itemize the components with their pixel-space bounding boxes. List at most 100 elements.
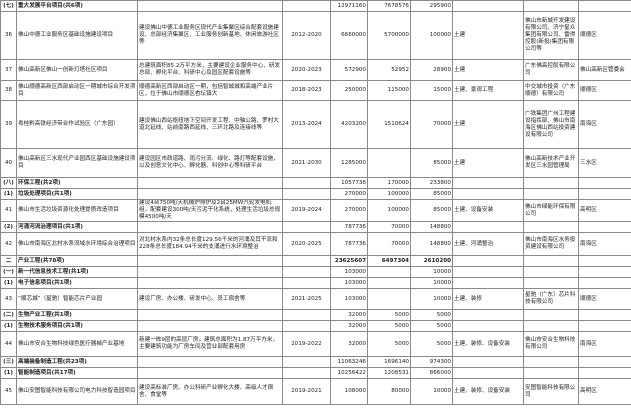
row-number-cell: 43 [0, 288, 17, 310]
table-row: 40 佛山高新区三水现代产业园西区基础设施建设项目 建设园区市政道路、雨污分流、绿化… [0, 148, 631, 178]
row-number-cell: (三) [0, 356, 17, 368]
construction-progress-cell [452, 188, 524, 200]
row-number-cell: 38 [0, 80, 17, 101]
construction-period-cell: 2013-2024 [282, 100, 331, 149]
responsible-unit-cell [523, 266, 579, 278]
section-row: 二产业工程(共78项) 23625607 6497304 2610200 [0, 255, 631, 267]
planned-investment-cell: 974300 [410, 356, 453, 368]
project-content-cell: 建设4台750吨/天机械炉排炉及2台25MW汽轮发电机组，配套建设300吨/天污… [137, 199, 283, 222]
responsible-unit-cell [523, 188, 579, 200]
completed-investment-cell [367, 266, 411, 278]
completed-investment-cell: 5700000 [367, 11, 411, 60]
construction-period-cell [282, 309, 331, 321]
construction-progress-cell: 土建 [452, 148, 524, 178]
construction-progress-cell [452, 221, 524, 233]
construction-progress-cell: 土建、装修、设备安装 [452, 331, 524, 357]
construction-progress-cell [452, 356, 524, 368]
location-cell: 南海区 [578, 232, 631, 256]
completed-investment-cell [367, 288, 411, 310]
total-investment-cell: 103000 [330, 266, 368, 278]
location-cell [578, 221, 631, 233]
planned-investment-cell: 10000 [410, 378, 453, 405]
planned-investment-cell: 10000 [410, 277, 453, 289]
responsible-unit-cell: 佛山市新城开发建设有限公司、济宁星众集团有限公司、雷得控股(新投)集团有限公司等 [523, 11, 579, 60]
completed-investment-cell: 7678576 [367, 0, 411, 12]
total-investment-cell: 250000 [330, 80, 368, 101]
row-number-cell: 42 [0, 232, 17, 256]
construction-period-cell: 2021-2025 [282, 288, 331, 310]
completed-investment-cell: 1208531 [367, 367, 411, 379]
project-name-cell: 产业工程(共78项) [16, 255, 138, 267]
total-investment-cell: 12971160 [330, 0, 368, 12]
location-cell [578, 0, 631, 12]
construction-progress-cell [452, 309, 524, 321]
planned-investment-cell: 5000 [410, 320, 453, 332]
construction-progress-cell: 土建 [452, 100, 524, 149]
project-name-cell: 佛山顺德高新区西部启动区一期城市综合开发项目 [16, 80, 138, 101]
section-row: (一) 新一代信息技术工程(共1项) 103000 10000 [0, 266, 631, 278]
total-investment-cell: 108000 [330, 378, 368, 405]
row-number-cell: 40 [0, 148, 17, 178]
responsible-unit-cell [523, 221, 579, 233]
completed-investment-cell: 1510624 [367, 100, 411, 149]
location-cell: 顺德区 [578, 288, 631, 310]
section-row: (1) 智能制造项目(共17项) 10256422 1208531 866000 [0, 367, 631, 379]
row-number-cell: 二 [0, 255, 17, 267]
location-cell: 三水区 [578, 148, 631, 178]
total-investment-cell: 32000 [330, 331, 368, 357]
row-number-cell: (二) [0, 309, 17, 321]
location-cell: 高明区 [578, 378, 631, 405]
project-content-cell [137, 356, 283, 368]
construction-period-cell [282, 266, 331, 278]
completed-investment-cell: 100000 [367, 188, 411, 200]
construction-progress-cell: 土建、设备安装 [452, 199, 524, 222]
project-name-cell: 重大发展平台项目(共6项) [16, 0, 138, 12]
total-investment-cell: 787736 [330, 221, 368, 233]
project-content-cell: 对北村水系内32条总长度129.56千米的河涌及其干流和228条总长度184.9… [137, 232, 283, 256]
construction-period-cell [282, 367, 331, 379]
construction-period-cell: 2020-2023 [282, 59, 331, 81]
project-name-cell: 环保工程(共2项) [16, 177, 138, 189]
construction-period-cell [282, 188, 331, 200]
completed-investment-cell: 5000 [367, 320, 411, 332]
project-name-cell: 生物产业工程(共1项) [16, 309, 138, 321]
completed-investment-cell: 5000 [367, 331, 411, 357]
responsible-unit-cell: 佛山市安合生物科技有限公司 [523, 331, 579, 357]
construction-period-cell: 2020-2025 [282, 232, 331, 256]
location-cell [578, 177, 631, 189]
construction-progress-cell [452, 255, 524, 267]
section-row: (三) 高端装备制造工程(共23项) 11063246 1696140 974300 [0, 356, 631, 368]
section-row: (1) 电子信息项目(共1项) 103000 10000 [0, 277, 631, 289]
location-cell [578, 255, 631, 267]
project-name-cell: 佛山市安合生物科技绿色医疗器械产业基地 [16, 331, 138, 357]
row-number-cell: 37 [0, 59, 17, 81]
location-cell: 佛山高新区管委会 [578, 59, 631, 81]
completed-investment-cell: 5000 [367, 309, 411, 321]
project-content-cell: 新建一栋9层的高层厂房，建筑总面积为1.87万平方米，主要建筑功能为厂房车间及营… [137, 331, 283, 357]
row-number-cell: 41 [0, 199, 17, 222]
table-row: 41 佛山市生活垃圾资源化处理提质改造项目 建设4台750吨/天机械炉排炉及2台25… [0, 199, 631, 222]
project-content-cell [137, 255, 283, 267]
construction-progress-cell [452, 277, 524, 289]
responsible-unit-cell [523, 309, 579, 321]
project-content-cell [137, 309, 283, 321]
responsible-unit-cell [523, 320, 579, 332]
project-content-cell [137, 221, 283, 233]
project-content-cell: 顺德高新区西部启动区一期，包括智城城和高端产业片区，位于佛山市顺德区杏坛镇大 [137, 80, 283, 101]
total-investment-cell: 103000 [330, 288, 368, 310]
location-cell: 南海区 [578, 100, 631, 149]
planned-investment-cell: 70000 [410, 100, 453, 149]
location-cell: 南海区 [578, 331, 631, 357]
location-cell [578, 266, 631, 278]
total-investment-cell: 4203200 [330, 100, 368, 149]
project-name-cell: “顺芯城”（星驰）智能芯片产业园 [16, 288, 138, 310]
planned-investment-cell: 295900 [410, 0, 453, 12]
section-row: (八) 环保工程(共2项) 1057736 170000 233800 [0, 177, 631, 189]
planned-investment-cell: 100000 [410, 11, 453, 60]
construction-progress-cell [452, 0, 524, 12]
planned-investment-cell: 10000 [410, 288, 453, 310]
total-investment-cell: 103000 [330, 277, 368, 289]
completed-investment-cell: 6497304 [367, 255, 411, 267]
construction-period-cell: 2019-2024 [282, 199, 331, 222]
construction-progress-cell: 土建、河涌整治 [452, 232, 524, 256]
